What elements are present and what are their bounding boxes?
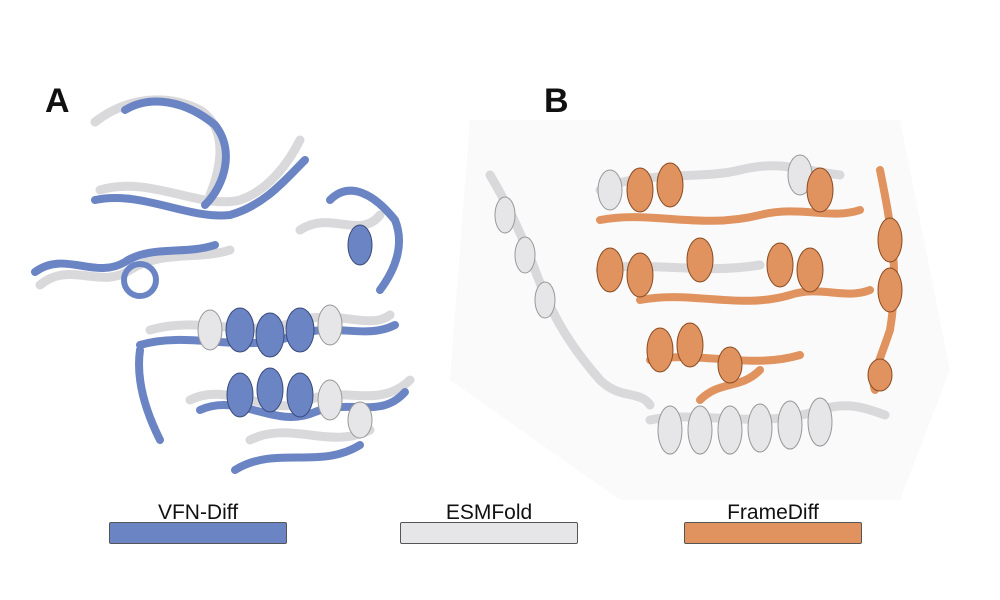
- legend-esmfold: ESMFold: [400, 500, 578, 544]
- legend-vfn-diff: VFN-Diff: [109, 500, 287, 544]
- legend-framediff: FrameDiff: [684, 500, 862, 544]
